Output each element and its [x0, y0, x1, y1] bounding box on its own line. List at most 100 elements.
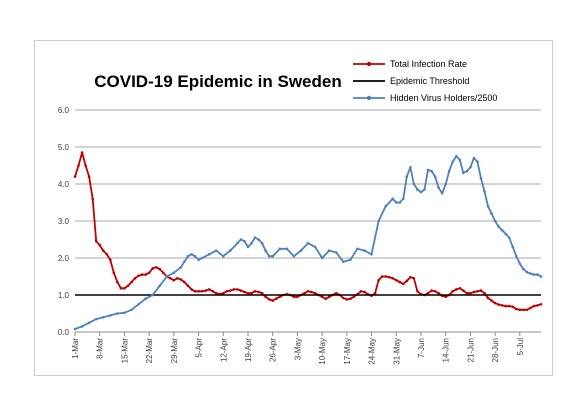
- series-point-2: [271, 254, 274, 258]
- series-point-0: [426, 291, 430, 295]
- series-point-2: [109, 314, 112, 317]
- legend: Total Infection Rate Epidemic Threshold Hi…: [353, 59, 497, 103]
- series-point-0: [274, 297, 278, 301]
- series-point-0: [529, 306, 532, 310]
- series-point-0: [451, 290, 455, 293]
- series-point-0: [359, 290, 363, 293]
- series-point-2: [299, 249, 303, 252]
- series-point-0: [511, 305, 515, 309]
- series-point-0: [363, 290, 366, 294]
- series-line-0: [74, 151, 542, 311]
- series-point-2: [433, 175, 437, 178]
- series-point-2: [243, 240, 246, 243]
- series-point-0: [380, 275, 384, 278]
- series-point-0: [260, 291, 264, 295]
- series-point-2: [94, 317, 98, 321]
- series-point-0: [77, 164, 80, 167]
- series-point-2: [183, 260, 186, 263]
- series-point-0: [116, 280, 119, 284]
- series-point-2: [497, 225, 500, 228]
- series-point-2: [412, 182, 416, 186]
- series-point-0: [250, 291, 253, 295]
- series-point-0: [101, 249, 105, 252]
- x-tick-label: 8-Mar: [96, 338, 105, 359]
- series-point-0: [320, 295, 324, 299]
- series-point-0: [87, 175, 91, 178]
- series-point-2: [539, 275, 543, 278]
- series-point-2: [518, 262, 522, 265]
- series-point-0: [525, 308, 529, 312]
- series-point-2: [179, 266, 183, 269]
- series-point-0: [253, 290, 257, 293]
- series-point-2: [465, 169, 469, 173]
- series-point-2: [278, 247, 282, 251]
- series-point-0: [462, 289, 465, 292]
- series-point-0: [225, 290, 229, 293]
- series-point-2: [490, 212, 493, 215]
- series-point-0: [130, 280, 133, 284]
- series-point-2: [370, 253, 373, 256]
- series-point-0: [169, 277, 172, 280]
- series-point-2: [479, 177, 483, 180]
- series-point-0: [430, 289, 433, 292]
- series-point-0: [486, 296, 490, 300]
- x-tick-label: 3-May: [293, 338, 302, 360]
- series-point-2: [123, 311, 126, 315]
- legend-marker: [366, 95, 372, 101]
- series-point-0: [109, 258, 112, 262]
- series-point-0: [412, 277, 416, 280]
- x-tick-label: 31-May: [392, 338, 401, 365]
- x-tick-label: 24-May: [368, 338, 377, 365]
- series-point-2: [246, 245, 250, 249]
- series-point-0: [469, 291, 472, 295]
- series-point-0: [190, 288, 193, 291]
- series-point-2: [444, 182, 448, 186]
- series-point-2: [363, 249, 366, 252]
- series-point-2: [197, 258, 200, 262]
- series-point-2: [522, 267, 525, 271]
- series-point-0: [433, 290, 437, 293]
- series-point-0: [207, 288, 211, 291]
- x-tick-label: 12-Apr: [219, 338, 228, 362]
- series-point-0: [211, 290, 214, 293]
- series-point-2: [144, 297, 147, 301]
- series-point-0: [257, 290, 260, 294]
- series-point-0: [327, 295, 331, 299]
- series-point-0: [193, 290, 197, 293]
- series-point-0: [497, 303, 500, 306]
- x-tick-label: 22-Mar: [145, 338, 154, 364]
- series-point-0: [278, 295, 282, 299]
- series-point-2: [511, 245, 515, 249]
- series-point-2: [222, 254, 225, 258]
- series-point-0: [151, 267, 154, 270]
- series-point-0: [395, 278, 398, 282]
- series-point-2: [430, 169, 433, 173]
- series-point-2: [165, 275, 169, 278]
- series-point-0: [313, 291, 317, 295]
- series-point-2: [207, 253, 211, 256]
- series-point-0: [458, 287, 462, 290]
- series-point-0: [345, 298, 349, 301]
- series-point-2: [356, 247, 359, 251]
- series-point-2: [73, 327, 77, 331]
- series-point-2: [504, 232, 508, 236]
- series-point-2: [395, 201, 398, 204]
- y-tick-label: 3.0: [58, 217, 70, 226]
- series-point-0: [455, 288, 458, 291]
- series-point-2: [116, 312, 119, 315]
- series-point-0: [98, 243, 101, 247]
- chart-frame: COVID-19 Epidemic in Sweden 0.0 1.0 2.0 3.0…: [34, 40, 553, 376]
- series-point-0: [306, 290, 310, 293]
- series-point-2: [525, 270, 529, 274]
- series-point-0: [154, 266, 158, 269]
- series-point-2: [334, 251, 338, 254]
- series-point-2: [229, 249, 232, 252]
- series-point-2: [455, 155, 458, 158]
- series-point-2: [437, 186, 440, 189]
- series-point-0: [334, 291, 338, 295]
- series-point-2: [483, 190, 486, 193]
- series-point-0: [200, 290, 204, 293]
- series-point-0: [384, 275, 388, 278]
- series-point-0: [158, 267, 161, 271]
- series-point-0: [105, 253, 109, 256]
